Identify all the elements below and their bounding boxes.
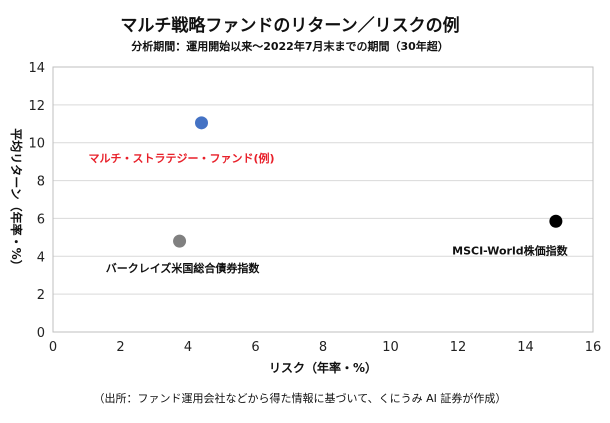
- scatter-point: [195, 116, 208, 130]
- x-tick-label: 14: [517, 340, 534, 355]
- y-tick-label: 4: [37, 250, 45, 265]
- x-tick-label: 2: [116, 340, 124, 355]
- grid: [53, 104, 593, 295]
- x-axis-label: リスク（年率・%）: [269, 360, 377, 375]
- x-tick-label: 16: [585, 340, 602, 355]
- scatter-point: [173, 234, 187, 248]
- y-tick-label: 2: [37, 288, 45, 303]
- chart-title: マルチ戦略ファンドのリターン／リスクの例: [120, 15, 459, 36]
- chart-subtitle: 分析期間：運用開始以来〜2022年7月末までの期間（30年超）: [131, 39, 449, 53]
- point-label: マルチ・ストラテジー・ファンド(例): [88, 151, 274, 165]
- y-tick-label: 6: [37, 212, 45, 227]
- plot-frame: [52, 66, 594, 333]
- x-tick-label: 6: [251, 340, 259, 355]
- x-tick-label: 10: [382, 340, 399, 355]
- y-tick-label: 8: [37, 175, 45, 190]
- data-points: マルチ・ストラテジー・ファンド(例) バークレイズ米国総合債券指数 MSCI-Wor…: [88, 116, 569, 275]
- source-note: （出所：ファンド運用会社などから得た情報に基づいて、くにうみ AI 証券が作成）: [94, 391, 507, 405]
- x-tick-label: 4: [184, 340, 192, 355]
- tick-labels: 0 2 4 6 8 10 12 14 0 2 4 6 8 10 12 14 16: [28, 61, 601, 355]
- y-tick-label: 10: [28, 137, 45, 152]
- x-tick-label: 12: [450, 340, 467, 355]
- point-label: バークレイズ米国総合債券指数: [106, 261, 261, 275]
- y-axis-label: 平均リターン（年率・%）: [9, 128, 24, 271]
- y-tick-label: 0: [37, 326, 45, 341]
- point-label: MSCI-World株価指数: [452, 243, 568, 257]
- x-tick-label: 0: [49, 340, 57, 355]
- y-tick-label: 12: [28, 99, 45, 114]
- scatter-point: [549, 214, 563, 228]
- x-tick-label: 8: [319, 340, 327, 355]
- y-tick-label: 14: [28, 61, 45, 76]
